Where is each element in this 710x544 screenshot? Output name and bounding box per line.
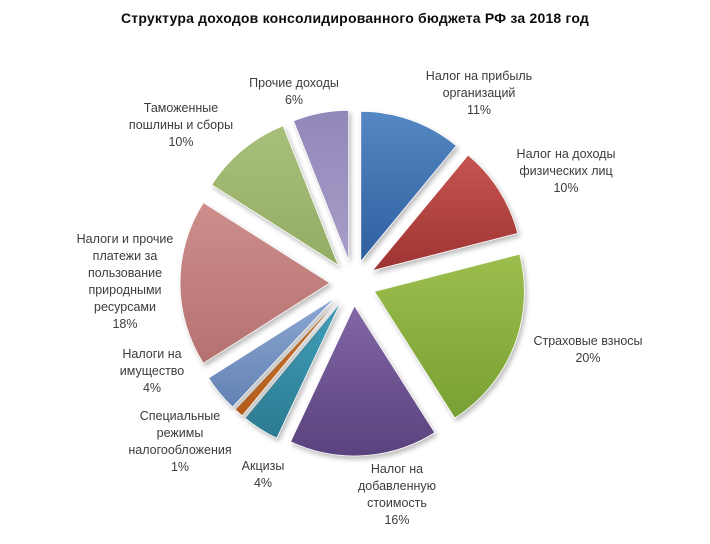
slice-label-5: Специальные режимы налогообложения 1% bbox=[128, 408, 231, 476]
slice-label-3: Налог на добавленную стоимость 16% bbox=[358, 461, 436, 529]
slice-label-line: 6% bbox=[284, 93, 304, 107]
pie-slice-2[interactable] bbox=[373, 253, 525, 419]
slice-label-line: Налог на доходы bbox=[516, 147, 616, 161]
slice-label-line: 11% bbox=[466, 103, 492, 117]
slice-label-line: 10% bbox=[553, 181, 579, 195]
slice-label-7: Налоги и прочие платежи за пользование прир… bbox=[77, 231, 174, 333]
slice-label-9: Прочие доходы 6% bbox=[249, 75, 339, 109]
slice-label-0: Налог на прибыль организаций 11% bbox=[426, 68, 532, 119]
pie-slice-6[interactable] bbox=[208, 297, 336, 408]
pie-slice-3[interactable] bbox=[290, 305, 436, 457]
slice-label-line: Налог на прибыль bbox=[425, 69, 533, 83]
pie-slice-4[interactable] bbox=[244, 302, 342, 439]
slice-label-line: пошлины и сборы bbox=[128, 118, 234, 132]
slice-label-line: Таможенные bbox=[143, 101, 219, 115]
pie-slice-9[interactable] bbox=[292, 110, 350, 261]
slice-label-line: 18% bbox=[112, 317, 138, 331]
slice-label-2: Страховые взносы 20% bbox=[533, 333, 642, 367]
slice-label-line: Налоги на bbox=[122, 347, 182, 361]
slice-label-line: налогообложения bbox=[128, 443, 232, 457]
slice-label-1: Налог на доходы физических лиц 10% bbox=[517, 146, 616, 197]
slice-label-line: Акцизы bbox=[241, 459, 285, 473]
slice-label-line: 4% bbox=[142, 381, 162, 395]
pie-slice-8[interactable] bbox=[211, 125, 340, 267]
slice-label-line: имущество bbox=[119, 364, 185, 378]
slice-label-line: пользование bbox=[87, 266, 163, 280]
slice-label-4: Акцизы 4% bbox=[242, 458, 285, 492]
slice-label-line: природными bbox=[88, 283, 162, 297]
slice-label-line: организаций bbox=[442, 86, 516, 100]
slice-label-line: физических лиц bbox=[519, 164, 613, 178]
slice-label-line: Прочие доходы bbox=[249, 76, 339, 90]
slice-label-line: Страховые взносы bbox=[533, 334, 643, 348]
pie-slice-0[interactable] bbox=[360, 110, 457, 263]
slice-label-line: режимы bbox=[156, 426, 204, 440]
slice-label-line: 16% bbox=[384, 513, 410, 527]
slice-label-6: Налоги на имущество 4% bbox=[120, 346, 185, 397]
pie-slice-5[interactable] bbox=[234, 299, 339, 417]
slice-label-line: добавленную bbox=[357, 479, 437, 493]
pie-slice-7[interactable] bbox=[179, 202, 331, 364]
slice-label-8: Таможенные пошлины и сборы 10% bbox=[129, 100, 233, 151]
slice-label-line: Налог на bbox=[370, 462, 424, 476]
slice-label-line: 4% bbox=[253, 476, 273, 490]
slice-label-line: ресурсами bbox=[94, 300, 156, 314]
slice-label-line: платежи за bbox=[92, 249, 158, 263]
slice-label-line: стоимость bbox=[367, 496, 427, 510]
slice-label-line: 1% bbox=[170, 460, 190, 474]
pie-slice-1[interactable] bbox=[371, 154, 519, 272]
slice-label-line: Специальные bbox=[139, 409, 221, 423]
slice-label-line: 10% bbox=[168, 135, 194, 149]
slice-label-line: Налоги и прочие bbox=[76, 232, 174, 246]
chart-title: Структура доходов консолидированного бюд… bbox=[120, 10, 590, 26]
slice-label-line: 20% bbox=[575, 351, 601, 365]
